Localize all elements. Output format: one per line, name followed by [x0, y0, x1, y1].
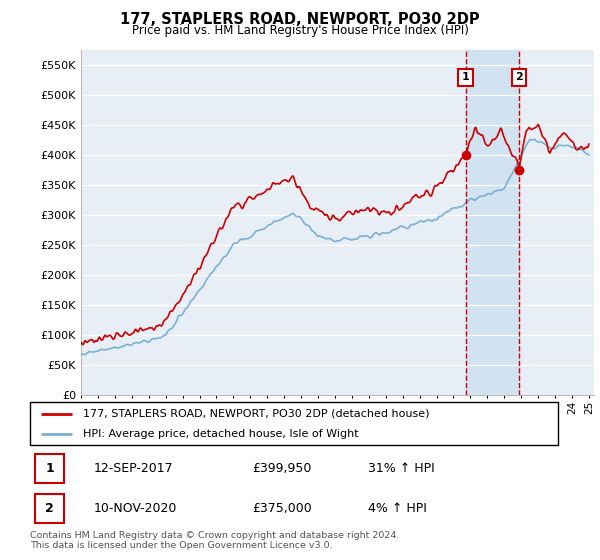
- Text: 177, STAPLERS ROAD, NEWPORT, PO30 2DP: 177, STAPLERS ROAD, NEWPORT, PO30 2DP: [120, 12, 480, 27]
- Text: 4% ↑ HPI: 4% ↑ HPI: [368, 502, 427, 515]
- Text: 177, STAPLERS ROAD, NEWPORT, PO30 2DP (detached house): 177, STAPLERS ROAD, NEWPORT, PO30 2DP (d…: [83, 409, 430, 419]
- Bar: [35, 454, 64, 483]
- Text: Price paid vs. HM Land Registry's House Price Index (HPI): Price paid vs. HM Land Registry's House …: [131, 24, 469, 37]
- Text: 12-SEP-2017: 12-SEP-2017: [94, 462, 173, 475]
- Text: HPI: Average price, detached house, Isle of Wight: HPI: Average price, detached house, Isle…: [83, 428, 358, 438]
- Bar: [466, 50, 519, 395]
- Text: 10-NOV-2020: 10-NOV-2020: [94, 502, 177, 515]
- Text: 2: 2: [515, 72, 523, 82]
- Bar: [35, 494, 64, 523]
- Text: Contains HM Land Registry data © Crown copyright and database right 2024.
This d: Contains HM Land Registry data © Crown c…: [30, 531, 400, 550]
- Text: 2: 2: [46, 502, 54, 515]
- Text: 31% ↑ HPI: 31% ↑ HPI: [368, 462, 434, 475]
- Text: 1: 1: [46, 462, 54, 475]
- Text: 1: 1: [462, 72, 470, 82]
- Text: £375,000: £375,000: [252, 502, 311, 515]
- Text: £399,950: £399,950: [252, 462, 311, 475]
